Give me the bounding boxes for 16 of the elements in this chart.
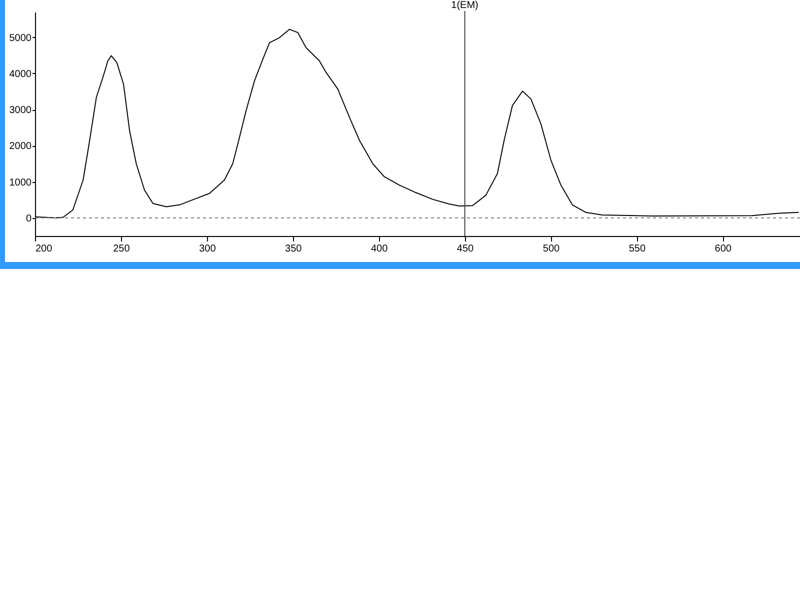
y-tick-label: 1000 — [9, 177, 32, 188]
x-tick-label: 300 — [199, 244, 216, 254]
x-tick-label: 500 — [542, 244, 560, 254]
x-tick-label: 250 — [113, 244, 130, 254]
x-tick-label: 400 — [370, 244, 388, 254]
x-tick-label: 450 — [456, 244, 474, 254]
ref-line-label: 1(EM) — [451, 0, 478, 11]
y-tick-label: 2000 — [9, 141, 32, 152]
y-tick-label: 0 — [26, 213, 32, 224]
x-tick-label: 200 — [36, 244, 53, 254]
y-tick-label: 5000 — [9, 32, 32, 44]
x-tick-label: 350 — [285, 244, 302, 254]
x-tick-label: 550 — [628, 244, 646, 254]
x-tick-label: 600 — [714, 244, 732, 254]
y-tick-label: 3000 — [9, 105, 32, 116]
y-tick-label: 4000 — [9, 68, 32, 80]
